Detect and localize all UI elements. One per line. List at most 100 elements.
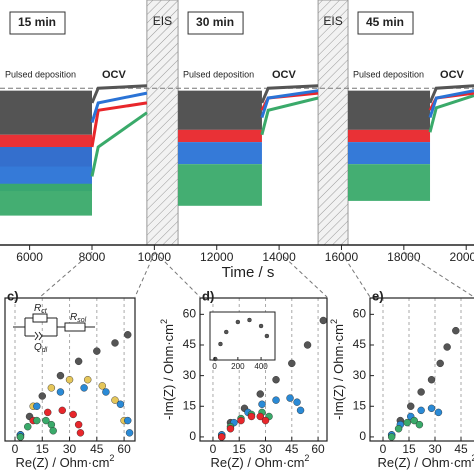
data-point xyxy=(58,406,66,415)
data-point xyxy=(226,425,235,433)
data-point xyxy=(443,343,451,351)
x-tick-label: 60 xyxy=(117,442,131,456)
x-axis-label: Re(Z) / Ohm·cm2 xyxy=(211,453,310,470)
x-tick-label: 6000 xyxy=(16,250,43,264)
phase-label: Pulsed deposition xyxy=(5,69,76,79)
data-point xyxy=(218,341,223,347)
data-point xyxy=(47,384,56,392)
y-tick-label: 0 xyxy=(359,429,366,443)
x-axis-label: Re(Z) / Ohm·cm2 xyxy=(16,453,115,470)
data-point xyxy=(261,416,270,425)
data-point xyxy=(33,416,41,425)
data-point xyxy=(49,427,57,435)
data-point xyxy=(427,404,436,413)
data-point xyxy=(33,402,41,410)
plot-frame xyxy=(369,297,474,442)
y-tick-label: 60 xyxy=(353,307,367,321)
data-point xyxy=(98,382,106,390)
data-point xyxy=(56,388,65,396)
x-axis-label: Time / s xyxy=(222,264,275,281)
y-axis-label: -Im(Z) / Ohm·cm2 xyxy=(159,319,176,420)
x-tick-label: 20000 xyxy=(450,250,474,264)
data-point xyxy=(256,390,264,398)
data-point xyxy=(76,429,85,437)
segment-box xyxy=(187,11,244,35)
x-tick-label: 30 xyxy=(428,442,442,456)
data-point xyxy=(272,376,280,384)
x-tick-label: 30 xyxy=(63,442,77,456)
circuit-label-sub: sol xyxy=(77,317,86,324)
data-point xyxy=(111,339,119,347)
x-tick-label: 45 xyxy=(90,442,104,456)
deposition-band xyxy=(178,164,262,206)
data-point xyxy=(247,317,252,323)
data-point xyxy=(237,416,245,425)
circuit-label-sub: dl xyxy=(42,347,48,354)
data-point xyxy=(417,388,425,396)
eis-region xyxy=(146,0,179,246)
cpe xyxy=(34,331,43,341)
deposition-band xyxy=(348,142,431,165)
y-axis-label-sup: 2 xyxy=(329,319,339,324)
data-point xyxy=(247,412,256,421)
eis-label: EIS xyxy=(153,14,172,28)
x-tick-label: 18000 xyxy=(387,250,421,264)
y-tick-label: 45 xyxy=(183,337,197,351)
panel-label: e) xyxy=(372,288,384,303)
data-point xyxy=(256,412,264,421)
segment-box xyxy=(357,11,414,35)
data-point xyxy=(410,416,418,425)
data-point xyxy=(65,376,74,384)
data-point xyxy=(415,420,424,429)
x-axis-label-sup: 2 xyxy=(109,453,114,463)
panel-label: d) xyxy=(202,288,214,303)
ocv-line xyxy=(90,94,474,177)
deposition-band xyxy=(348,164,431,201)
data-point xyxy=(296,406,305,415)
deposition-band xyxy=(348,90,431,130)
circuit-label: Rsol xyxy=(70,312,87,324)
inset-x-tick-label: 400 xyxy=(254,362,268,371)
x-tick-label: 60 xyxy=(311,442,325,456)
data-point xyxy=(218,433,226,441)
x-tick-label: 0 xyxy=(380,442,387,456)
data-point xyxy=(69,410,77,419)
data-point xyxy=(394,425,403,433)
deposition-band xyxy=(178,129,262,143)
y-tick-label: 60 xyxy=(183,307,197,321)
circuit-label-main: R xyxy=(70,312,77,323)
phase-label: OCV xyxy=(102,69,127,81)
x-tick-label: 10000 xyxy=(138,250,172,264)
deposition-band xyxy=(178,142,262,165)
data-point xyxy=(258,400,266,408)
data-point xyxy=(124,331,132,339)
inset-x-tick-label: 0 xyxy=(212,362,217,371)
circuit-label: Rct xyxy=(34,303,48,315)
ocv-line xyxy=(90,84,474,104)
data-point xyxy=(38,392,46,400)
x-tick-label: 45 xyxy=(454,442,468,456)
circuit-label: Qdl xyxy=(34,342,48,354)
y-axis-label-sup: 2 xyxy=(159,319,169,324)
data-point xyxy=(24,423,32,431)
data-point xyxy=(124,416,132,425)
circuit-label-sub: ct xyxy=(41,308,48,315)
deposition-band xyxy=(178,90,262,130)
data-point xyxy=(387,433,396,441)
segment-label: 30 min xyxy=(196,15,234,29)
data-point xyxy=(258,323,264,329)
data-point xyxy=(452,326,460,335)
x-tick-label: 0 xyxy=(12,442,19,456)
phase-label: OCV xyxy=(440,69,465,81)
segment-label: 15 min xyxy=(18,15,56,29)
y-tick-label: 30 xyxy=(183,368,197,382)
circuit-label-main: R xyxy=(34,303,41,314)
deposition-band xyxy=(348,129,431,143)
data-point xyxy=(235,319,241,325)
y-tick-label: 30 xyxy=(353,368,367,382)
y-tick-label: 0 xyxy=(189,429,196,443)
resistor xyxy=(64,322,86,332)
